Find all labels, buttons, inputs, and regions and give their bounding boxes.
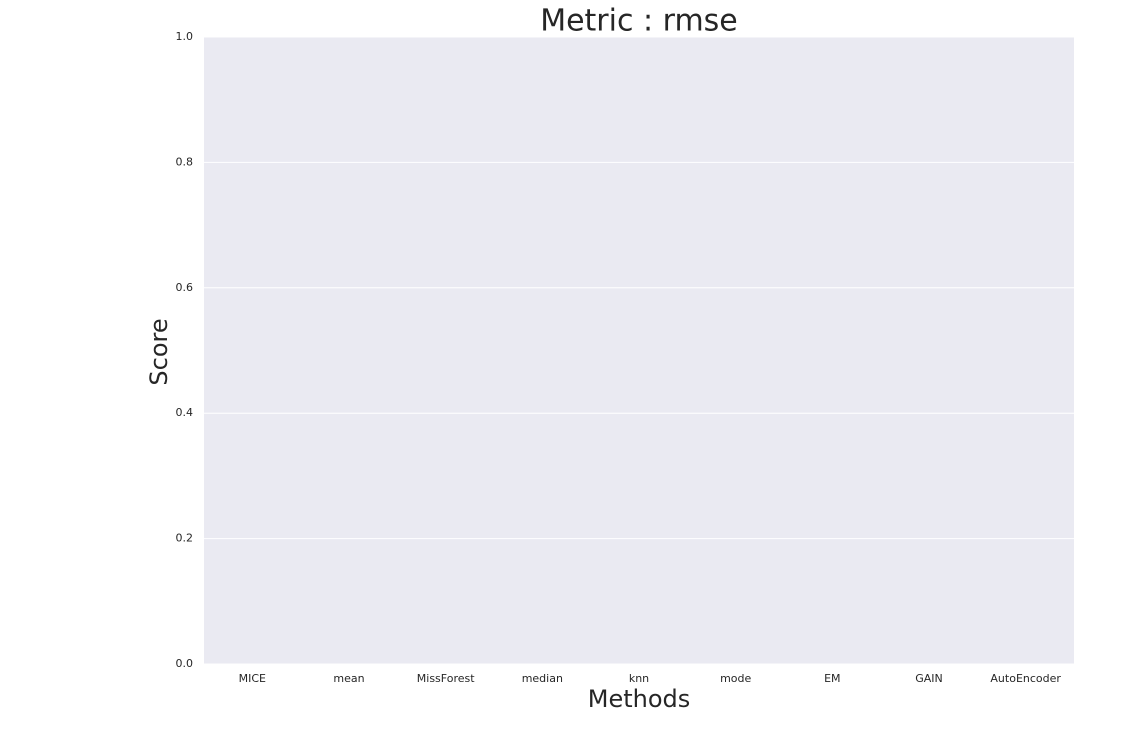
x-axis-label: Methods	[588, 685, 691, 713]
x-tick-label: AutoEncoder	[990, 672, 1061, 685]
y-tick-label: 0.4	[176, 406, 194, 419]
plot-background	[204, 37, 1074, 664]
x-tick-label: mean	[333, 672, 364, 685]
x-tick-label: MICE	[239, 672, 266, 685]
y-tick-label: 0.8	[176, 155, 194, 168]
y-tick-label: 0.6	[176, 281, 194, 294]
x-tick-label: knn	[629, 672, 649, 685]
x-tick-label: MissForest	[417, 672, 475, 685]
chart-title: Metric : rmse	[540, 4, 738, 39]
y-tick-label: 0.0	[176, 657, 194, 670]
x-tick-label: mode	[720, 672, 751, 685]
y-tick-label: 1.0	[176, 30, 194, 43]
y-tick-label: 0.2	[176, 532, 194, 545]
x-tick-label: EM	[824, 672, 840, 685]
x-tick-label: median	[522, 672, 563, 685]
y-axis-label: Score	[145, 318, 173, 385]
x-tick-label: GAIN	[915, 672, 943, 685]
